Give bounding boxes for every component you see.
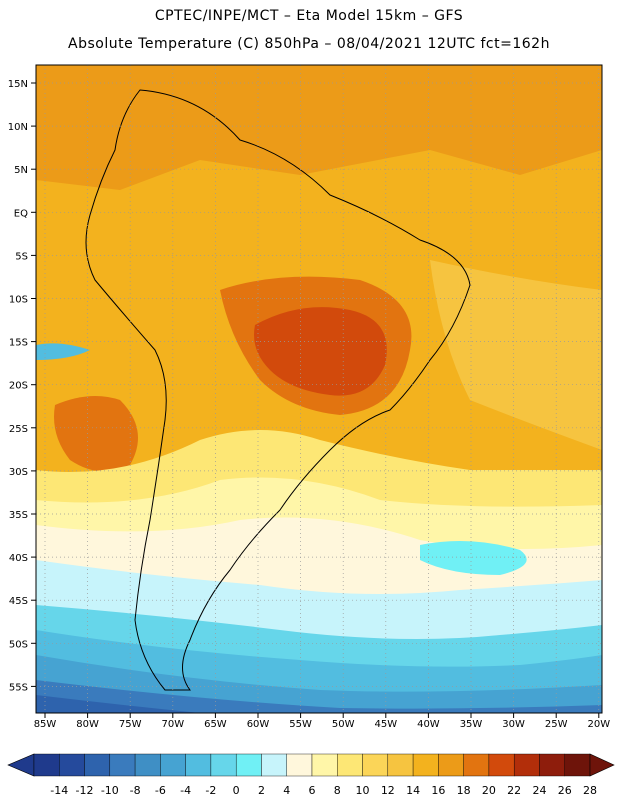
colorbar-label: 24 [532,784,546,797]
colorbar-label: 8 [334,784,341,797]
lon-label: 80W [76,719,99,730]
colorbar [7,753,615,777]
lat-label: 50S [9,639,28,650]
lat-label: 20S [9,381,28,392]
lon-label: 25W [545,719,568,730]
lon-label: 45W [374,719,397,730]
lon-label: 35W [460,719,483,730]
colorbar-label: 28 [583,784,597,797]
colorbar-label: 0 [233,784,240,797]
temperature-field [36,65,602,713]
map-frame [35,64,603,714]
colorbar-label: 12 [381,784,395,797]
lon-label: 75W [119,719,142,730]
colorbar-swatch [488,753,515,777]
colorbar-swatch [311,753,338,777]
lon-label: 30W [502,719,525,730]
colorbar-label: -6 [155,784,166,797]
colorbar-swatch [286,753,313,777]
colorbar-swatch [109,753,136,777]
lat-label: 15N [8,79,28,90]
title-line-2: Absolute Temperature (C) 850hPa – 08/04/… [68,36,550,52]
title-line-1: CPTEC/INPE/MCT – Eta Model 15km – GFS [154,8,464,24]
colorbar-swatch [235,753,262,777]
colorbar-label: -8 [130,784,141,797]
colorbar-arrow-left [7,753,35,777]
colorbar-label: 22 [507,784,521,797]
colorbar-swatch [387,753,414,777]
lat-label: 15S [9,338,28,349]
colorbar-swatch [160,753,186,777]
colorbar-swatch [362,753,389,777]
colorbar-label: -10 [101,784,119,797]
colorbar-swatch [564,753,591,777]
colorbar-swatch [59,753,85,777]
colorbar-label: -4 [180,784,191,797]
colorbar-swatch [463,753,490,777]
lon-label: 65W [204,719,227,730]
lat-label: 5S [15,251,28,262]
colorbar-label: 18 [457,784,471,797]
lat-label: 10N [8,122,28,133]
colorbar-arrow-right [589,753,615,777]
colorbar-label: 10 [356,784,370,797]
lat-label: 5N [14,165,28,176]
colorbar-swatch [337,753,363,777]
lat-label: 30S [9,467,28,478]
colorbar-label: 6 [309,784,316,797]
lat-label: 40S [9,553,28,564]
lat-label: 55S [9,682,28,693]
lon-label: 40W [417,719,440,730]
colorbar-swatch [185,753,212,777]
colorbar-swatch [33,753,60,777]
lat-label: 25S [9,424,28,435]
colorbar-swatch [412,753,439,777]
lat-label: 10S [9,295,28,306]
colorbar-label: 14 [406,784,420,797]
colorbar-label: 16 [431,784,445,797]
colorbar-swatch [261,753,287,777]
lat-label: EQ [14,208,28,219]
colorbar-swatch [210,753,237,777]
colorbar-label: -14 [50,784,68,797]
colorbar-swatch [513,753,540,777]
lon-label: 20W [587,719,610,730]
colorbar-label: -12 [76,784,94,797]
colorbar-swatch [84,753,111,777]
lon-label: 70W [161,719,184,730]
lon-label: 50W [332,719,355,730]
lat-label: 45S [9,596,28,607]
colorbar-label: 26 [558,784,572,797]
lon-label: 60W [247,719,270,730]
colorbar-swatch [134,753,161,777]
colorbar-label: 20 [482,784,496,797]
colorbar-swatch [539,753,565,777]
lat-label: 35S [9,510,28,521]
colorbar-label: 4 [283,784,290,797]
colorbar-swatch [438,753,464,777]
lon-label: 55W [289,719,312,730]
colorbar-label: -2 [205,784,216,797]
lon-label: 85W [34,719,57,730]
colorbar-label: 2 [258,784,265,797]
